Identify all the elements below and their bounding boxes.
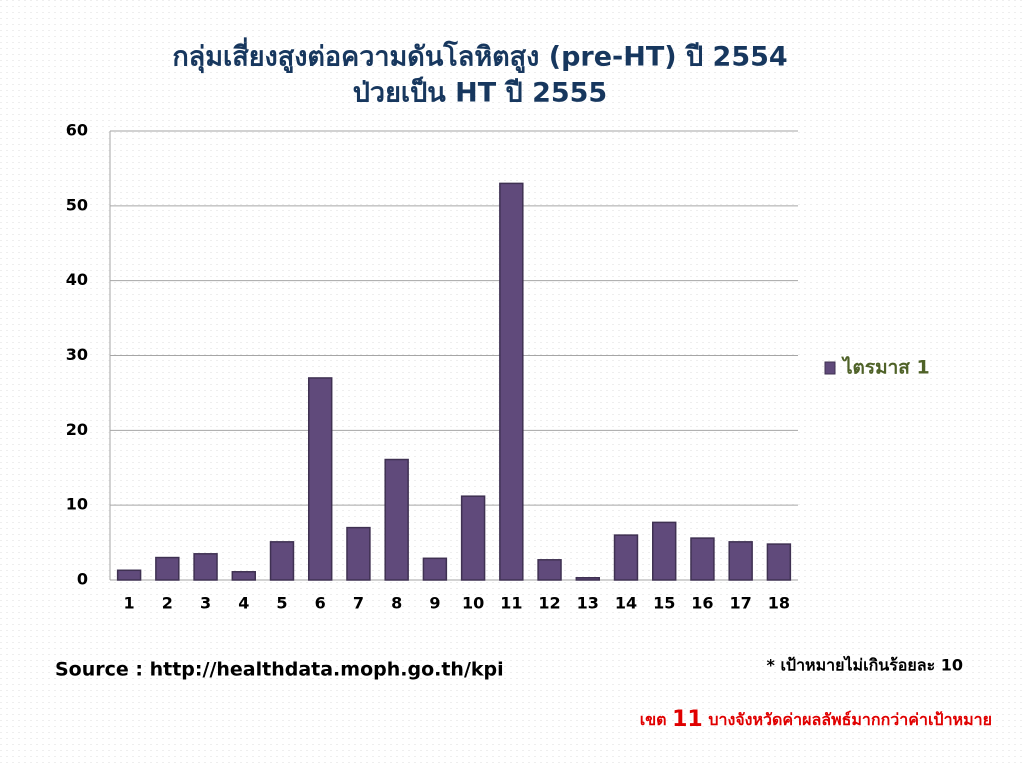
bar — [613, 534, 639, 581]
y-tick-label: 60 — [66, 121, 88, 140]
footer: เขต 11 บางจังหวัดค่าผลลัพธ์มากกว่าค่าเป้… — [640, 707, 992, 732]
x-tick-label: 6 — [315, 594, 326, 613]
footer-prefix: เขต — [640, 710, 667, 729]
note: * เป้าหมายไม่เกินร้อยละ 10 — [767, 656, 964, 675]
bar — [231, 571, 256, 581]
x-tick-label: 11 — [500, 594, 522, 613]
x-tick-label: 10 — [462, 594, 484, 613]
bar — [384, 458, 409, 581]
y-tick-label: 30 — [66, 345, 88, 364]
bar — [766, 543, 792, 581]
x-tick-label: 17 — [730, 594, 752, 613]
x-tick-label: 14 — [615, 594, 637, 613]
x-tick-label: 13 — [577, 594, 599, 613]
bar — [728, 541, 753, 581]
legend-swatch — [824, 361, 836, 375]
x-tick-label: 8 — [391, 594, 402, 613]
y-tick-label: 0 — [77, 570, 88, 589]
y-tick-label: 20 — [66, 420, 88, 439]
chart-subtitle: ป่วยเป็น HT ปี 2555 — [353, 75, 607, 109]
x-tick-label: 1 — [124, 594, 135, 613]
bar — [155, 556, 180, 581]
x-tick-label: 15 — [653, 594, 675, 613]
bar — [346, 526, 371, 581]
bar — [308, 377, 333, 581]
x-tick-label: 12 — [538, 594, 560, 613]
bar — [575, 577, 600, 581]
y-tick-label: 10 — [66, 495, 88, 514]
x-tick-label: 16 — [691, 594, 713, 613]
footer-suffix: บางจังหวัดค่าผลลัพธ์มากกว่าค่าเป้าหมาย — [708, 710, 992, 729]
x-tick-label: 2 — [162, 594, 173, 613]
bar — [652, 521, 677, 581]
y-tick-label: 40 — [66, 270, 88, 289]
x-tick-label: 7 — [353, 594, 364, 613]
bar — [422, 557, 448, 581]
chart-title: กลุ่มเสี่ยงสูงต่อความดันโลหิตสูง (pre-HT… — [172, 37, 787, 74]
x-tick-label: 18 — [768, 594, 790, 613]
x-tick-label: 4 — [238, 594, 249, 613]
bar — [460, 495, 486, 581]
y-tick-label: 50 — [66, 195, 88, 214]
x-tick-label: 3 — [200, 594, 211, 613]
bar — [499, 182, 524, 581]
x-tick-label: 5 — [276, 594, 287, 613]
footer-number: 11 — [672, 707, 703, 732]
bar — [116, 569, 142, 581]
x-tick-label: 9 — [429, 594, 440, 613]
bar — [690, 537, 715, 581]
bar — [269, 541, 295, 581]
legend-label: ไตรมาส 1 — [841, 356, 930, 379]
bar — [537, 559, 562, 581]
bar — [193, 553, 218, 581]
source: Source : http://healthdata.moph.go.th/kp… — [55, 659, 504, 681]
